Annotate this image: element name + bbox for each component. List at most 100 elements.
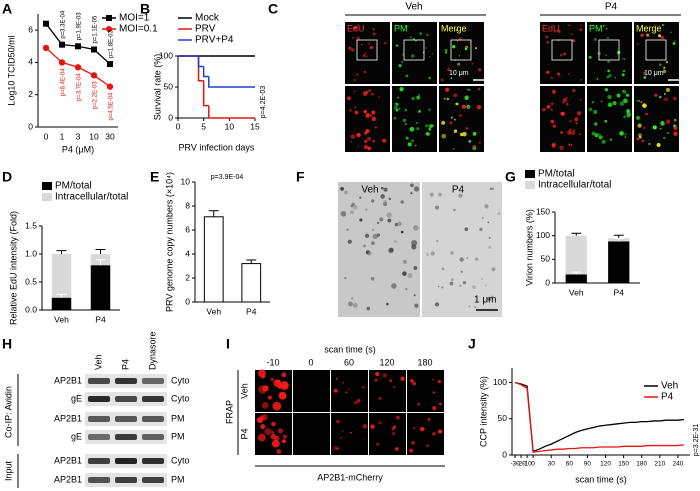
image-speck xyxy=(363,144,369,150)
group-label: Veh xyxy=(405,2,422,13)
image-speck xyxy=(353,26,357,30)
y-tick-label: 100 xyxy=(159,50,173,60)
image-speck xyxy=(425,124,429,128)
data-point xyxy=(90,72,98,79)
image-speck xyxy=(550,108,553,112)
legend-marker xyxy=(106,26,112,32)
image-speck xyxy=(270,433,277,440)
p-value: p=3.2E-31 xyxy=(693,424,700,457)
channel-label: Merge xyxy=(441,23,467,33)
x-tick-label: -10 xyxy=(522,461,532,468)
x-tick-label: 10 xyxy=(89,131,99,141)
image-speck xyxy=(400,200,404,204)
image-speck xyxy=(334,446,338,450)
protein-label: gE xyxy=(71,393,82,403)
legend-swatch xyxy=(42,182,52,190)
blot-band xyxy=(88,434,110,440)
image-speck xyxy=(352,302,358,308)
image-speck xyxy=(425,252,430,257)
image-tile xyxy=(392,86,437,152)
y-tick-label: 50 xyxy=(164,81,174,91)
image-speck xyxy=(550,102,554,106)
image-speck xyxy=(404,108,408,112)
image-speck xyxy=(366,306,371,311)
x-tick-label: Veh xyxy=(569,287,584,297)
image-speck xyxy=(371,228,375,232)
protein-label: AP2B1 xyxy=(54,413,82,423)
image-speck xyxy=(553,31,556,33)
image-speck xyxy=(568,24,570,27)
error-bar xyxy=(246,259,257,264)
panel-label: E xyxy=(150,169,159,185)
image-speck xyxy=(461,104,466,109)
image-tile xyxy=(345,22,390,84)
image-speck xyxy=(552,145,556,149)
image-speck xyxy=(363,244,366,248)
image-speck xyxy=(415,122,418,125)
image-speck xyxy=(468,139,472,143)
blot-band xyxy=(88,396,110,402)
image-speck xyxy=(393,105,398,110)
image-speck xyxy=(380,377,382,379)
y-tick-label: 8 xyxy=(185,200,190,210)
image-speck xyxy=(371,199,375,203)
image-speck xyxy=(410,192,413,195)
image-speck xyxy=(417,402,421,406)
image-speck xyxy=(426,444,429,448)
image-speck xyxy=(370,92,374,96)
image-speck xyxy=(455,28,459,32)
x-tick-label: P4 xyxy=(246,306,257,316)
panel-label: I xyxy=(226,336,230,352)
image-speck xyxy=(365,113,370,118)
y-tick-label: 50 xyxy=(498,413,508,423)
labels: A B C D E F G H I J Veh P4 Veh P4 1 μm V… xyxy=(2,1,618,483)
image-speck xyxy=(602,25,605,27)
bar xyxy=(51,254,72,298)
image-speck xyxy=(376,442,380,446)
survival-step xyxy=(202,80,209,107)
image-speck xyxy=(570,33,573,35)
image-speck xyxy=(452,208,456,212)
image-speck xyxy=(429,192,434,197)
image-speck xyxy=(359,218,363,222)
image-speck xyxy=(444,48,448,52)
image-speck xyxy=(591,101,594,104)
image-speck xyxy=(450,77,453,80)
image-speck xyxy=(465,45,469,49)
image-speck xyxy=(375,372,380,377)
error-bar xyxy=(95,249,106,254)
image-speck xyxy=(413,226,416,229)
group-label: P4 xyxy=(605,2,618,13)
image-speck xyxy=(627,115,630,118)
image-speck xyxy=(472,285,476,290)
y-tick-label: 6 xyxy=(185,224,190,234)
survival-step xyxy=(197,56,204,68)
fraction-label: PM xyxy=(171,474,185,484)
image-speck xyxy=(562,101,565,104)
image-speck xyxy=(349,431,352,434)
image-speck xyxy=(672,42,676,45)
image-speck xyxy=(262,388,266,392)
image-speck xyxy=(351,202,355,206)
image-speck xyxy=(432,391,436,394)
image-speck xyxy=(441,267,445,271)
image-speck xyxy=(402,259,407,264)
channel-label: PM xyxy=(589,23,603,33)
image-speck xyxy=(545,35,549,39)
x-tick-label: 0 xyxy=(531,461,535,468)
image-speck xyxy=(645,112,648,116)
image-speck xyxy=(588,107,593,112)
image-speck xyxy=(352,36,355,39)
channel-label: PM xyxy=(394,23,408,33)
protein-label: AP2B1 xyxy=(54,375,82,385)
bar xyxy=(565,235,587,275)
image-speck xyxy=(560,131,563,134)
image-speck xyxy=(354,106,357,109)
image-speck xyxy=(260,424,266,430)
image-speck xyxy=(356,398,361,403)
image-speck xyxy=(453,129,458,133)
image-speck xyxy=(439,402,442,406)
image-speck xyxy=(401,60,404,63)
image-speck xyxy=(591,131,596,136)
image-speck xyxy=(361,43,363,46)
